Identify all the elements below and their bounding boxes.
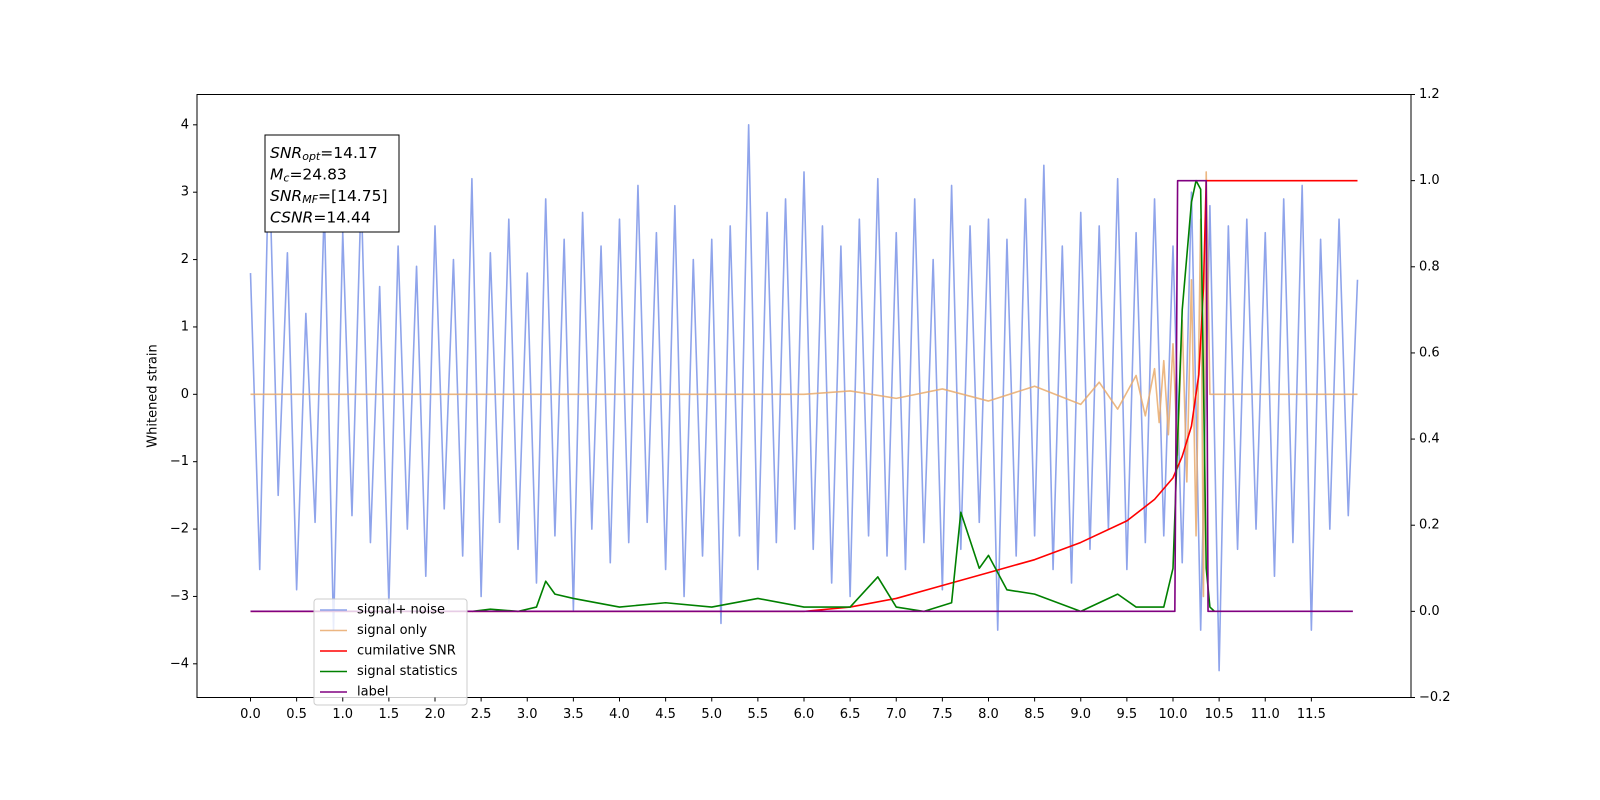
series-line	[249, 124, 1359, 672]
x-tick-label: 8.5	[1024, 707, 1045, 722]
y-tick-label: −2	[170, 522, 189, 537]
x-tick-label: 9.0	[1070, 707, 1091, 722]
y2-tick-label: 0.6	[1419, 345, 1440, 360]
x-tick-label: 4.5	[655, 707, 676, 722]
annotation-value: =[14.75]	[318, 187, 387, 205]
y-axis-label: Whitened strain	[146, 344, 161, 447]
annotation-symbol: M	[270, 165, 283, 183]
y-tick-label: 3	[181, 185, 189, 200]
series-line	[250, 179, 1353, 613]
y2-tick-label: 0.2	[1419, 518, 1440, 533]
x-tick-label: 6.0	[794, 707, 815, 722]
y2-tick-label: −0.2	[1419, 690, 1451, 705]
annotation-text: CSNR=14.44	[270, 208, 371, 226]
y2-tick-label: 1.2	[1419, 87, 1440, 102]
x-tick-label: 10.5	[1205, 707, 1234, 722]
y-tick-label: 2	[181, 252, 189, 267]
series-line	[471, 179, 1216, 613]
y-tick-label: 0	[181, 387, 189, 402]
annotation-symbol: CSNR	[270, 208, 313, 226]
annotation-frame	[264, 134, 400, 233]
annotation-subscript: opt	[302, 150, 321, 163]
x-tick-label: 5.5	[748, 707, 769, 722]
x-tick-label: 5.0	[701, 707, 722, 722]
y2-tick-label: 0.4	[1419, 432, 1440, 447]
y2-tick-label: 1.0	[1419, 173, 1440, 188]
plot-area	[249, 124, 1359, 672]
annotation-box: SNRopt=14.17Mc=24.83SNRMF=[14.75]CSNR=14…	[264, 134, 400, 233]
annotation-value: =14.44	[313, 208, 370, 226]
legend-frame	[313, 598, 468, 706]
x-tick-label: 2.5	[471, 707, 492, 722]
x-tick-label: 11.0	[1251, 707, 1280, 722]
annotation-symbol: SNR	[270, 144, 302, 162]
x-tick-label: 0.0	[240, 707, 261, 722]
annotation-text: Mc=24.83	[270, 165, 347, 185]
x-tick-label: 11.5	[1297, 707, 1326, 722]
y2-tick-label: 0.0	[1419, 604, 1440, 619]
x-tick-label: 2.0	[425, 707, 446, 722]
x-tick-label: 7.0	[886, 707, 907, 722]
x-tick-label: 1.5	[379, 707, 400, 722]
y-tick-label: −3	[170, 589, 189, 604]
x-tick-label: 10.0	[1159, 707, 1188, 722]
y-tick-label: 1	[181, 319, 189, 334]
annotation-subscript: MF	[302, 193, 318, 206]
x-tick-label: 3.0	[517, 707, 538, 722]
annotation-value: =24.83	[289, 165, 346, 183]
x-tick-label: 7.5	[932, 707, 953, 722]
legend-label: signal only	[357, 623, 427, 638]
legend: signal+ noise signal only cumilative SNR si…	[313, 598, 468, 706]
annotation-symbol: SNR	[270, 187, 302, 205]
legend-label: signal+ noise	[357, 603, 445, 618]
y2-tick-label: 0.8	[1419, 259, 1440, 274]
x-tick-label: 6.5	[840, 707, 861, 722]
series-line	[250, 179, 1358, 613]
annotation-text: SNRMF=[14.75]	[270, 187, 388, 207]
x-tick-label: 9.5	[1117, 707, 1138, 722]
x-tick-label: 8.0	[978, 707, 999, 722]
legend-label: signal statistics	[357, 664, 458, 679]
y-tick-label: −1	[170, 454, 189, 469]
x-tick-label: 1.0	[332, 707, 353, 722]
legend-label: label	[357, 685, 388, 700]
series-line	[250, 171, 1358, 598]
legend-label: cumilative SNR	[357, 644, 456, 659]
y-tick-label: −4	[170, 656, 189, 671]
annotation-text: SNRopt=14.17	[270, 144, 378, 164]
y-tick-label: 4	[181, 117, 189, 132]
x-tick-label: 3.5	[563, 707, 584, 722]
annotation-subscript: c	[283, 172, 289, 185]
x-tick-label: 4.0	[609, 707, 630, 722]
annotation-value: =14.17	[320, 144, 377, 162]
x-tick-label: 0.5	[286, 707, 307, 722]
